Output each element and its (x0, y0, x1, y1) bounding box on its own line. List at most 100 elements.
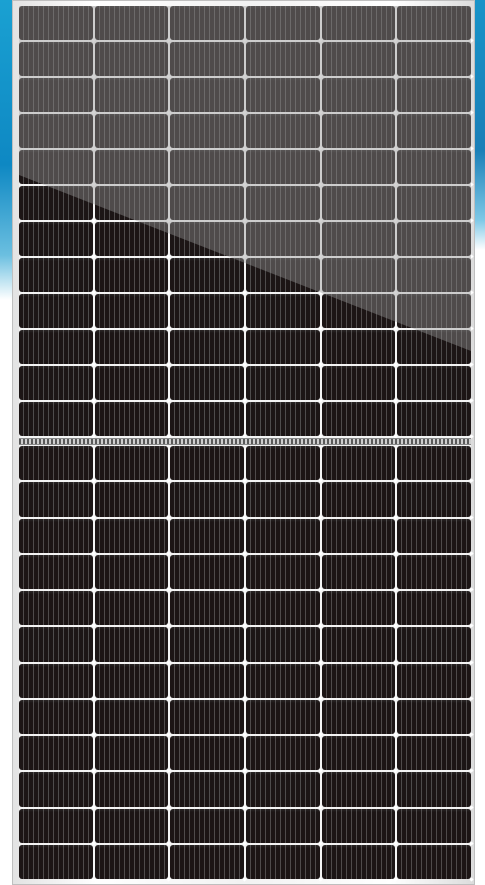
solar-cell (245, 78, 320, 112)
solar-cell (170, 591, 244, 626)
solar-cell (321, 591, 396, 626)
solar-cell (170, 402, 244, 436)
solar-cell (321, 186, 396, 220)
lower-cell-half (19, 446, 471, 879)
solar-cell (19, 186, 93, 220)
solar-cell (397, 186, 471, 220)
solar-cell (94, 663, 169, 698)
solar-cell (19, 258, 93, 292)
solar-cell (94, 402, 169, 436)
center-junction-strip (19, 438, 471, 445)
solar-cell (245, 186, 320, 220)
solar-cell (94, 736, 169, 771)
solar-cell (170, 6, 244, 40)
solar-cell (94, 330, 169, 364)
solar-cell (94, 366, 169, 400)
solar-cell (321, 627, 396, 662)
solar-cell (397, 294, 471, 328)
solar-cell (94, 222, 169, 256)
solar-cell (245, 258, 320, 292)
solar-cell (19, 114, 93, 148)
solar-cell (170, 78, 244, 112)
solar-cell (321, 482, 396, 517)
solar-cell (245, 330, 320, 364)
solar-cell (321, 366, 396, 400)
solar-cell (397, 772, 471, 807)
solar-cell (170, 222, 244, 256)
solar-cell (94, 482, 169, 517)
solar-cell (19, 78, 93, 112)
solar-cell-area (19, 6, 471, 879)
solar-cell (245, 663, 320, 698)
solar-cell (245, 114, 320, 148)
solar-cell (321, 808, 396, 843)
solar-cell (94, 627, 169, 662)
solar-cell (321, 446, 396, 481)
solar-cell (397, 482, 471, 517)
solar-cell (19, 482, 93, 517)
solar-cell (170, 42, 244, 76)
solar-cell (94, 114, 169, 148)
solar-cell (19, 150, 93, 184)
solar-cell (94, 518, 169, 553)
solar-cell (170, 446, 244, 481)
solar-cell (397, 808, 471, 843)
solar-cell (321, 294, 396, 328)
solar-cell (94, 294, 169, 328)
solar-cell (245, 736, 320, 771)
solar-cell (321, 258, 396, 292)
solar-cell (19, 699, 93, 734)
solar-cell (170, 808, 244, 843)
solar-cell (397, 663, 471, 698)
solar-cell (397, 366, 471, 400)
solar-cell (397, 554, 471, 589)
solar-cell (397, 844, 471, 879)
solar-cell (94, 446, 169, 481)
solar-cell (321, 222, 396, 256)
solar-cell (19, 222, 93, 256)
solar-cell (94, 808, 169, 843)
solar-cell (19, 808, 93, 843)
solar-cell (397, 42, 471, 76)
solar-cell (245, 366, 320, 400)
solar-cell (94, 78, 169, 112)
solar-cell (19, 518, 93, 553)
solar-cell (245, 446, 320, 481)
solar-cell (245, 6, 320, 40)
solar-cell (94, 772, 169, 807)
solar-cell (321, 150, 396, 184)
solar-cell (245, 518, 320, 553)
solar-cell (94, 186, 169, 220)
solar-cell (397, 78, 471, 112)
solar-cell (397, 591, 471, 626)
solar-cell (170, 554, 244, 589)
solar-cell (321, 402, 396, 436)
solar-cell (170, 699, 244, 734)
solar-cell (19, 663, 93, 698)
solar-cell (321, 844, 396, 879)
solar-cell (170, 736, 244, 771)
solar-cell (321, 518, 396, 553)
solar-cell (321, 554, 396, 589)
solar-cell (245, 591, 320, 626)
solar-cell (397, 114, 471, 148)
solar-cell (245, 772, 320, 807)
upper-cell-half (19, 6, 471, 436)
solar-cell (94, 554, 169, 589)
solar-cell (397, 402, 471, 436)
solar-cell (19, 844, 93, 879)
solar-cell (321, 114, 396, 148)
solar-cell (397, 6, 471, 40)
solar-cell (94, 150, 169, 184)
solar-cell (397, 150, 471, 184)
solar-cell (19, 772, 93, 807)
solar-cell (94, 42, 169, 76)
solar-cell (19, 402, 93, 436)
solar-cell (321, 42, 396, 76)
solar-cell (170, 150, 244, 184)
solar-cell (94, 844, 169, 879)
solar-cell (19, 6, 93, 40)
solar-cell (245, 627, 320, 662)
solar-cell (94, 699, 169, 734)
